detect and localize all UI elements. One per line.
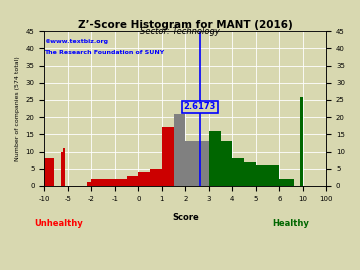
Text: The Research Foundation of SUNY: The Research Foundation of SUNY [44,49,165,55]
Title: Z’-Score Histogram for MANT (2016): Z’-Score Histogram for MANT (2016) [78,21,293,31]
Bar [256,165,267,186]
Text: 2.6173: 2.6173 [184,102,216,111]
X-axis label: Score: Score [172,213,199,222]
Text: Sector: Technology: Sector: Technology [140,27,220,36]
Text: Unhealthy: Unhealthy [34,219,83,228]
Bar [162,127,174,186]
Bar [291,179,294,186]
Bar [267,165,279,186]
Bar [232,158,244,186]
Bar [300,96,303,186]
Bar [221,141,232,186]
Bar [138,172,150,186]
Text: Healthy: Healthy [273,219,310,228]
Bar [44,158,54,186]
Bar [244,162,256,186]
Bar [174,114,185,186]
Bar [282,179,285,186]
Bar [185,141,197,186]
Bar [103,179,115,186]
Bar [279,179,282,186]
Bar [288,179,291,186]
Bar [63,148,66,186]
Bar [197,141,209,186]
Bar [115,179,126,186]
Bar [61,151,63,186]
Bar [91,179,103,186]
Bar [209,131,221,186]
Y-axis label: Number of companies (574 total): Number of companies (574 total) [15,56,20,161]
Bar [87,183,91,186]
Bar [285,179,288,186]
Bar [150,169,162,186]
Bar [126,176,138,186]
Text: ©www.textbiz.org: ©www.textbiz.org [44,39,108,44]
